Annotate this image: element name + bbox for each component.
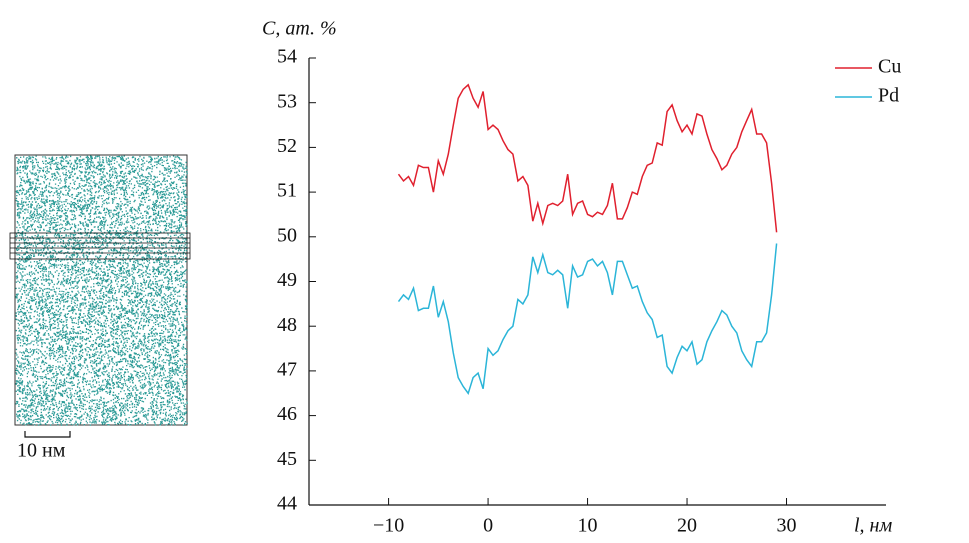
line-cu: [399, 85, 777, 233]
legend-label: Pd: [878, 85, 899, 107]
y-tick-label: 48: [277, 314, 297, 336]
y-tick-label: 53: [277, 90, 297, 112]
line-pd: [399, 244, 777, 394]
y-tick-label: 50: [277, 224, 297, 246]
x-tick-label: 20: [677, 515, 697, 537]
x-tick-label: 30: [777, 515, 797, 537]
y-axis-label: C, ат. %: [262, 18, 337, 40]
y-tick-label: 52: [277, 135, 297, 157]
legend-label: Cu: [878, 56, 901, 78]
y-tick-label: 51: [277, 180, 297, 202]
y-tick-label: 46: [277, 403, 297, 425]
scale-bar: [25, 431, 70, 437]
x-tick-label: 10: [578, 515, 598, 537]
atom-probe-image: [15, 155, 188, 426]
x-tick-label: 0: [483, 515, 493, 537]
x-tick-label: −10: [373, 515, 404, 537]
y-tick-label: 45: [277, 448, 297, 470]
y-tick-label: 47: [277, 358, 297, 380]
scale-bar-label: 10 нм: [17, 440, 66, 462]
figure: 10 нм C, ат. % l, нм 44 45 46 47 48 49 50 51 52 5…: [0, 0, 969, 538]
y-tick-label: 54: [277, 46, 297, 68]
x-axis-label: l, нм: [854, 515, 892, 537]
y-tick-label: 49: [277, 269, 297, 291]
y-tick-label: 44: [277, 493, 297, 515]
